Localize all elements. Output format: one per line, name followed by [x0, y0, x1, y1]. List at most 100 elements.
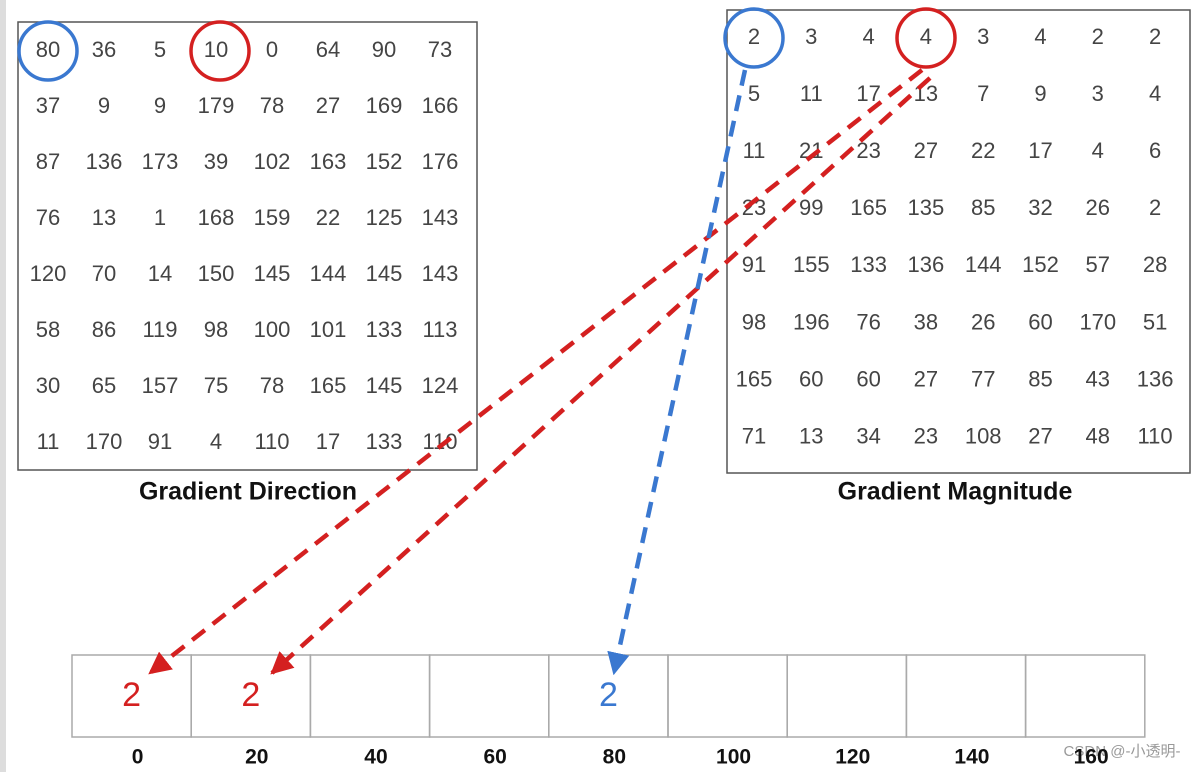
highlight [723, 7, 785, 69]
cell: 145 [366, 373, 403, 398]
cell: 99 [799, 195, 823, 220]
cell: 85 [1028, 366, 1052, 391]
cell: 57 [1086, 252, 1110, 277]
cell: 4 [862, 24, 874, 49]
cell: 22 [971, 138, 995, 163]
cell: 2 [1149, 195, 1161, 220]
cell: 100 [254, 317, 291, 342]
cell: 26 [971, 309, 995, 334]
cell: 38 [914, 309, 938, 334]
bin-value: 2 [122, 676, 141, 714]
bin-label: 120 [835, 746, 870, 769]
edge [0, 0, 6, 772]
cell: 64 [316, 37, 340, 62]
cell: 133 [366, 317, 403, 342]
cell: 14 [148, 261, 172, 286]
cell: 108 [965, 424, 1002, 449]
cell: 2 [1092, 24, 1104, 49]
cell: 22 [316, 205, 340, 230]
cell: 124 [422, 373, 459, 398]
bin-label: 140 [954, 746, 989, 769]
cell: 76 [856, 309, 880, 334]
cell: 37 [36, 93, 60, 118]
cell: 133 [366, 429, 403, 454]
bin-cell [786, 654, 908, 738]
cell: 6 [1149, 138, 1161, 163]
cell: 5 [154, 37, 166, 62]
bin-cell [905, 654, 1027, 738]
cell: 11 [743, 138, 766, 163]
cell: 173 [142, 149, 179, 174]
magnitude-title: Gradient Magnitude [838, 478, 1073, 506]
cell: 165 [736, 366, 773, 391]
cell: 150 [198, 261, 235, 286]
arrow [270, 76, 932, 675]
cell: 26 [1086, 195, 1110, 220]
cell: 143 [422, 205, 459, 230]
cell: 75 [204, 373, 228, 398]
cell: 3 [977, 24, 989, 49]
cell: 91 [148, 429, 172, 454]
cell: 125 [366, 205, 403, 230]
bin-label: 100 [716, 746, 751, 769]
bin-cell [1024, 654, 1146, 738]
cell: 166 [422, 93, 459, 118]
cell: 110 [1138, 424, 1173, 449]
cell: 10 [204, 37, 228, 62]
cell: 60 [1028, 309, 1052, 334]
cell: 2 [1149, 24, 1161, 49]
watermark: CSDN @-小透明- [1064, 743, 1181, 760]
cell: 23 [856, 138, 880, 163]
cell: 152 [1022, 252, 1059, 277]
cell: 78 [260, 93, 284, 118]
cell: 27 [316, 93, 340, 118]
cell: 71 [742, 424, 766, 449]
cell: 23 [914, 424, 938, 449]
cell: 73 [428, 37, 452, 62]
cell: 4 [210, 429, 222, 454]
cell: 4 [1092, 138, 1104, 163]
cell: 91 [742, 252, 766, 277]
cell: 9 [98, 93, 110, 118]
cell: 9 [154, 93, 166, 118]
cell: 165 [850, 195, 887, 220]
cell: 51 [1143, 309, 1167, 334]
bin-label: 40 [364, 746, 387, 769]
bin-label: 80 [603, 746, 626, 769]
cell: 143 [422, 261, 459, 286]
cell: 135 [908, 195, 945, 220]
cell: 65 [92, 373, 116, 398]
cell: 36 [92, 37, 116, 62]
highlight [17, 20, 79, 82]
cell: 43 [1086, 366, 1110, 391]
arrow [607, 69, 748, 676]
cell: 101 [310, 317, 347, 342]
direction-box [17, 21, 478, 471]
cell: 119 [142, 317, 177, 342]
cell: 60 [799, 366, 823, 391]
cell: 155 [793, 252, 830, 277]
cell: 144 [965, 252, 1002, 277]
cell: 110 [254, 429, 289, 454]
cell: 39 [204, 149, 228, 174]
cell: 90 [372, 37, 396, 62]
bin-label: 0 [132, 746, 144, 769]
cell: 159 [254, 205, 291, 230]
cell: 152 [366, 149, 403, 174]
cell: 5 [748, 81, 760, 106]
bin-label: 60 [483, 746, 506, 769]
cell: 168 [198, 205, 235, 230]
cell: 98 [742, 309, 766, 334]
cell: 136 [1137, 366, 1174, 391]
bin-cell [309, 654, 431, 738]
cell: 27 [914, 138, 938, 163]
cell: 77 [971, 366, 995, 391]
cell: 145 [254, 261, 291, 286]
cell: 17 [316, 429, 340, 454]
cell: 157 [142, 373, 179, 398]
cell: 28 [1143, 252, 1167, 277]
bin-label: 20 [245, 746, 268, 769]
highlight [895, 7, 957, 69]
cell: 13 [799, 424, 823, 449]
